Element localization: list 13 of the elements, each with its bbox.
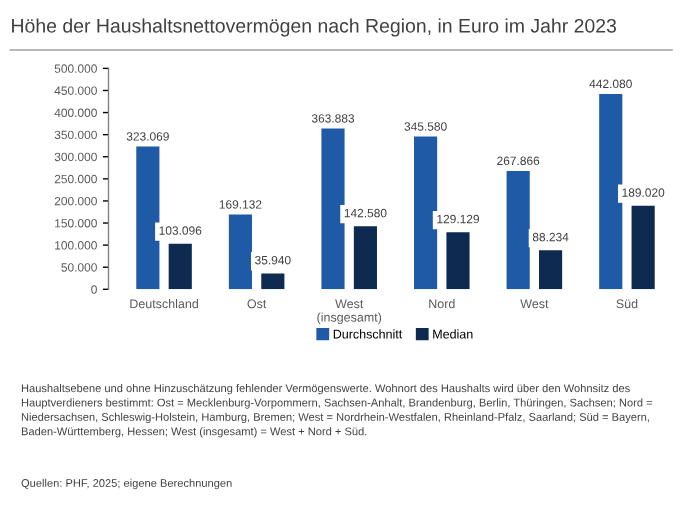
bar xyxy=(599,93,623,290)
bar xyxy=(631,205,655,290)
bar xyxy=(539,250,563,290)
bar xyxy=(228,214,252,290)
bar xyxy=(261,273,285,290)
bar xyxy=(353,226,377,290)
bar xyxy=(321,128,345,290)
bar xyxy=(414,136,438,290)
bar xyxy=(168,243,192,290)
chart-title: Höhe der Haushaltsnettovermögen nach Region, in Euro im Jahr 2023 xyxy=(12,18,617,37)
bar xyxy=(506,170,530,290)
bar xyxy=(446,232,470,290)
bar xyxy=(136,146,160,290)
